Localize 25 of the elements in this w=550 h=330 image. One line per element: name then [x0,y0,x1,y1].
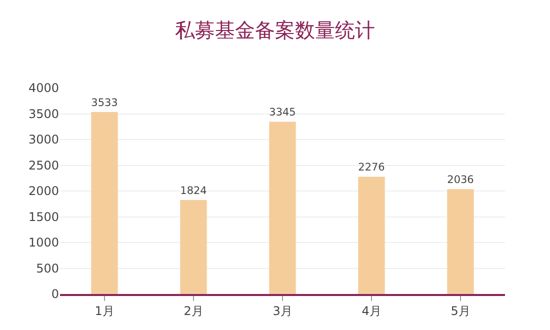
x-tick-label: 2月 [184,304,204,318]
data-label: 1824 [180,184,208,197]
y-tick-label: 2500 [28,158,59,172]
x-tick-label: 3月 [272,304,292,318]
bar [269,122,296,294]
data-label: 2036 [447,174,474,186]
y-tick-label: 500 [36,261,59,276]
data-label: 3345 [269,106,296,119]
y-tick-label: 1500 [28,210,59,224]
y-tick-label: 1000 [28,236,59,250]
y-tick-label: 3500 [28,106,59,121]
x-tick-label: 4月 [362,304,382,318]
y-tick-label: 4000 [28,81,59,96]
y-tick-label: 0 [51,287,59,302]
data-label: 2276 [358,162,385,174]
bar [180,200,207,294]
bar [358,176,385,294]
x-tick-label: 5月 [450,304,470,318]
chart-title: 私募基金备案数量统计 [175,18,375,42]
bar [447,189,474,294]
bar [91,112,118,294]
y-tick-label: 2000 [28,184,59,198]
x-tick-label: 1月 [94,304,114,318]
y-tick-label: 3000 [28,132,59,147]
data-label: 3533 [91,96,118,109]
